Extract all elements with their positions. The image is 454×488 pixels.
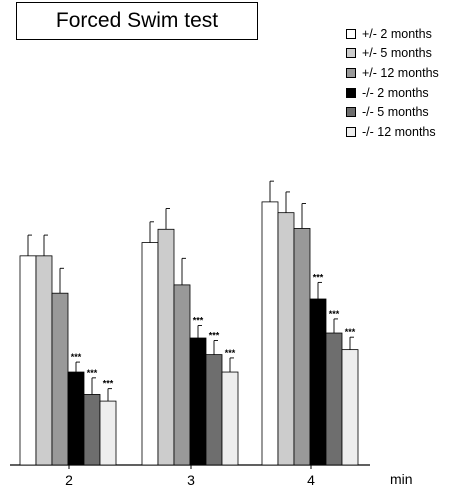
significance-label-3-5: *** — [225, 348, 236, 358]
bar-3-5 — [221, 371, 239, 466]
legend-label: +/- 12 months — [362, 65, 439, 80]
legend-swatch — [346, 67, 356, 78]
legend-label: +/- 2 months — [362, 26, 432, 41]
bars-layer: *** *** *** *** *** *** *** *** *** — [19, 180, 359, 466]
chart-title: Forced Swim test — [16, 2, 258, 40]
legend-item: -/- 5 months — [346, 102, 454, 122]
legend-swatch — [346, 87, 356, 98]
bar-3-0 — [141, 242, 159, 466]
legend-label: -/- 2 months — [362, 85, 429, 100]
bar-2-4 — [83, 394, 101, 466]
legend-label: -/- 5 months — [362, 105, 429, 120]
bar-2-1 — [35, 255, 53, 466]
x-tick-label-3: 3 — [187, 472, 195, 488]
bar-3-3 — [189, 337, 207, 466]
legend-swatch — [346, 28, 356, 39]
legend-item: +/- 2 months — [346, 24, 454, 44]
bar-2-3 — [67, 371, 85, 466]
legend-swatch — [346, 48, 356, 59]
significance-label-4-5: *** — [345, 327, 356, 337]
x-tick-label-2: 2 — [65, 472, 73, 488]
bar-4-2 — [293, 228, 311, 466]
legend-item: -/- 12 months — [346, 122, 454, 142]
ticks-layer: 2 3 4 — [65, 465, 315, 488]
legend-item: +/- 12 months — [346, 63, 454, 83]
bar-2-2 — [51, 292, 69, 466]
bar-2-5 — [99, 400, 117, 466]
legend-swatch — [346, 107, 356, 118]
significance-label-3-4: *** — [209, 331, 220, 341]
significance-label-4-3: *** — [313, 272, 324, 282]
legend-item: -/- 2 months — [346, 83, 454, 103]
x-axis-label: min — [390, 471, 413, 487]
significance-label-2-4: *** — [87, 368, 98, 378]
bar-4-5 — [341, 349, 359, 466]
bar-4-1 — [277, 212, 295, 466]
bar-3-2 — [173, 284, 191, 466]
x-tick-label-4: 4 — [307, 472, 315, 488]
legend: +/- 2 months +/- 5 months +/- 12 months -/-… — [346, 24, 454, 142]
significance-label-4-4: *** — [329, 309, 340, 319]
significance-label-2-5: *** — [103, 379, 114, 389]
significance-label-3-3: *** — [193, 316, 204, 326]
legend-label: -/- 12 months — [362, 124, 436, 139]
legend-label: +/- 5 months — [362, 46, 432, 61]
significance-label-2-3: *** — [71, 352, 82, 362]
bar-3-1 — [157, 228, 175, 466]
bar-4-3 — [309, 298, 327, 466]
legend-item: +/- 5 months — [346, 44, 454, 64]
bar-4-4 — [325, 332, 343, 466]
bar-4-0 — [261, 201, 279, 466]
bar-2-0 — [19, 255, 37, 466]
legend-swatch — [346, 126, 356, 137]
bar-3-4 — [205, 354, 223, 466]
